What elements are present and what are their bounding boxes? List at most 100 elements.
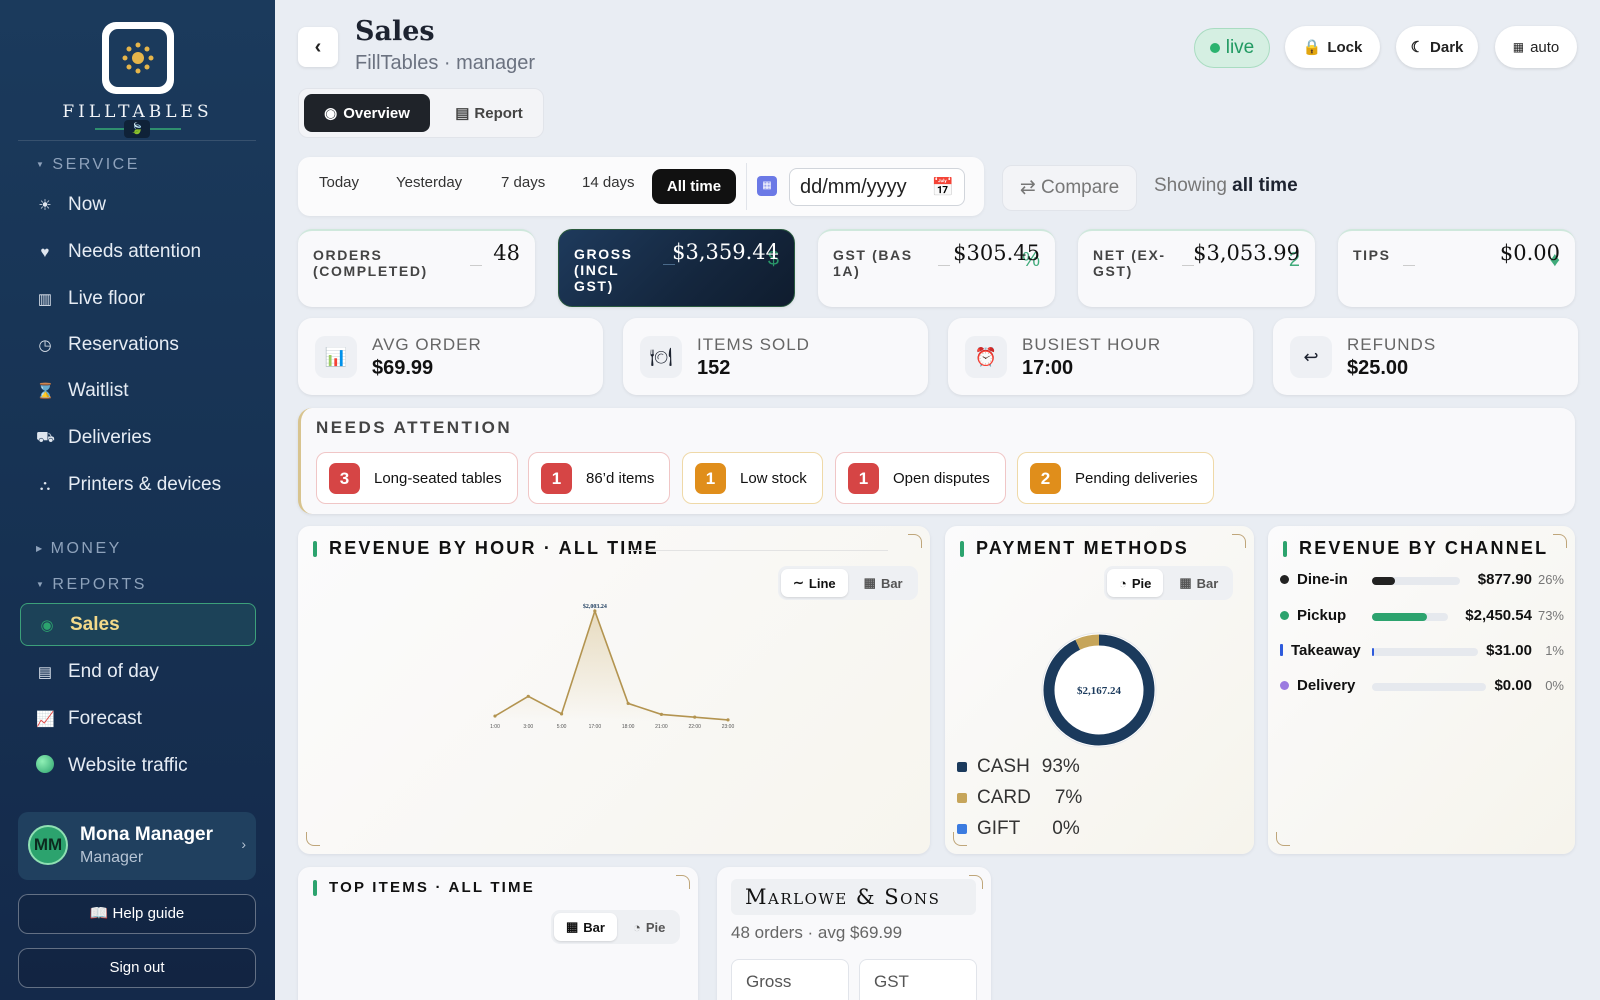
chip-count: 3	[329, 462, 360, 494]
merchant-gross-box: Gross	[731, 959, 849, 1000]
channel-dot	[1280, 611, 1289, 620]
app-logo[interactable]	[102, 22, 174, 94]
panel-title: REVENUE BY HOUR · ALL TIME	[313, 538, 659, 559]
toggle-bar[interactable]: ▦ Bar	[1167, 569, 1230, 597]
revenue-by-hour-panel: REVENUE BY HOUR · ALL TIME ∼ Line ▦ Bar 1:…	[298, 526, 930, 854]
revenue-area-fill	[495, 611, 728, 721]
legend-cash: CASH 93%	[957, 756, 1080, 778]
sidebar-item-sales[interactable]: ◉ Sales	[38, 610, 119, 640]
toggle-line[interactable]: ∼ Line	[781, 569, 848, 597]
chip-label: Open disputes	[893, 469, 990, 487]
corner-ornament	[1553, 534, 1567, 548]
sidebar-item-reservations[interactable]: ◷ Reservations	[36, 330, 179, 360]
sidebar-item-forecast[interactable]: 📈 Forecast	[36, 704, 142, 734]
legend-pct: 93%	[1041, 756, 1080, 777]
sidebar-item-live-floor[interactable]: ▥ Live floor	[36, 284, 145, 314]
range-all-time[interactable]: All time	[652, 169, 736, 204]
sidebar-item-label: Printers & devices	[68, 474, 222, 495]
toggle-pie[interactable]: ◔ Pie	[621, 913, 677, 941]
sign-out-button[interactable]: Sign out	[18, 948, 256, 988]
attention-chip-open-disputes[interactable]: 1 Open disputes	[835, 452, 1006, 504]
plate-icon: 🍽	[640, 336, 682, 378]
page-subtitle: FillTables · manager	[355, 52, 536, 74]
stat-label: BUSIEST HOUR	[1022, 335, 1162, 354]
legend-pct: 0%	[1052, 818, 1080, 839]
donut-backdrop	[1041, 632, 1157, 748]
stat-value: $69.99	[372, 357, 434, 379]
channel-bar-track	[1372, 683, 1486, 691]
sidebar-item-website-traffic[interactable]: Website traffic	[36, 751, 188, 781]
date-placeholder: dd/mm/yyyy	[800, 176, 907, 198]
kpi-divider	[1182, 265, 1194, 266]
range-14-days[interactable]: 14 days	[582, 174, 635, 191]
channel-name: Delivery	[1297, 677, 1356, 694]
dark-mode-button[interactable]: ☾ Dark	[1396, 26, 1478, 68]
attention-chip-low-stock[interactable]: 1 Low stock	[682, 452, 823, 504]
auto-theme-button[interactable]: ▦ auto	[1495, 26, 1577, 68]
channel-pct: 1%	[1545, 643, 1564, 658]
section-reports[interactable]: ▼ REPORTS	[36, 576, 147, 594]
sidebar-item-waitlist[interactable]: ⌛ Waitlist	[36, 376, 129, 406]
sidebar-item-now[interactable]: ☀ Now	[36, 190, 106, 220]
compare-button[interactable]: ⇄ Compare	[1002, 165, 1137, 211]
sidebar-item-deliveries[interactable]: ⛟ Deliveries	[36, 423, 151, 453]
lock-button[interactable]: 🔒 Lock	[1285, 26, 1380, 68]
channel-amount: $0.00	[1494, 677, 1532, 694]
section-money[interactable]: ▶ MONEY	[36, 540, 122, 558]
kpi-label: GST (BAS 1A)	[833, 247, 913, 279]
attention-chip-long-seated[interactable]: 3 Long-seated tables	[316, 452, 518, 504]
moon-icon: ☾	[1410, 39, 1425, 56]
bar-icon: ▦	[863, 575, 876, 590]
sidebar-item-sales-highlight[interactable]	[20, 603, 256, 646]
channel-name: Pickup	[1297, 607, 1347, 624]
calendar-picker-icon[interactable]: 📅	[931, 177, 954, 197]
channel-amount: $877.90	[1477, 571, 1532, 588]
sidebar-item-label: Forecast	[68, 708, 142, 729]
top-items-panel: TOP ITEMS · ALL TIME ▦ Bar ◔ Pie	[298, 867, 698, 1000]
toggle-label: Bar	[1196, 575, 1219, 591]
globe-icon	[36, 755, 54, 777]
sidebar-item-label: Needs attention	[68, 241, 202, 262]
list-icon: ▤	[37, 664, 53, 681]
range-yesterday[interactable]: Yesterday	[396, 174, 463, 191]
sidebar-item-printers-devices[interactable]: ⛬ Printers & devices	[36, 470, 221, 500]
toggle-pie[interactable]: ◔ Pie	[1107, 569, 1164, 597]
section-service[interactable]: ▼ SERVICE	[36, 156, 140, 174]
channel-name: Dine-in	[1297, 571, 1348, 588]
kpi-label: NET (EX-GST)	[1093, 247, 1166, 279]
help-guide-button[interactable]: 📖 Help guide	[18, 894, 256, 934]
sidebar-item-needs-attention[interactable]: ♥ Needs attention	[36, 237, 202, 267]
sidebar-item-label: Deliveries	[68, 427, 152, 448]
toggle-bar[interactable]: ▦ Bar	[554, 913, 617, 941]
section-label: REPORTS	[52, 576, 147, 593]
date-input[interactable]: dd/mm/yyyy 📅	[789, 168, 965, 206]
page-title: Sales	[355, 16, 435, 47]
tab-overview[interactable]: ◉ Overview	[304, 94, 430, 132]
corner-ornament	[953, 832, 967, 846]
stat-label: REFUNDS	[1347, 335, 1437, 354]
caret-right-icon: ▶	[36, 544, 45, 553]
channel-pct: 26%	[1537, 572, 1564, 587]
range-7-days[interactable]: 7 days	[501, 174, 546, 191]
panel-title: PAYMENT METHODS	[960, 538, 1189, 559]
toggle-label: Pie	[1131, 575, 1152, 591]
back-button[interactable]: ‹	[298, 27, 338, 67]
attention-chip-86d-items[interactable]: 1 86’d items	[528, 452, 671, 504]
needs-attention-panel: NEEDS ATTENTION 3 Long-seated tables 1 86’…	[298, 408, 1575, 514]
kpi-gross: GROSS (INCL GST) $ $3,359.44	[558, 229, 795, 307]
range-divider	[746, 163, 747, 210]
stat-label: AVG ORDER	[372, 335, 482, 354]
caret-down-icon: ▼	[36, 160, 47, 169]
attention-chip-pending-deliveries[interactable]: 2 Pending deliveries	[1017, 452, 1214, 504]
range-today[interactable]: Today	[319, 174, 360, 191]
user-card[interactable]: MM Mona Manager Manager ›	[18, 812, 256, 880]
x-tick-label: 17:00	[589, 724, 602, 730]
tab-report[interactable]: ▤ Report	[449, 94, 529, 132]
sidebar-item-end-of-day[interactable]: ▤ End of day	[36, 657, 159, 687]
toggle-bar[interactable]: ▦ Bar	[852, 569, 915, 597]
revenue-point	[659, 712, 664, 717]
stat-refunds: ↩ REFUNDS $25.00	[1273, 318, 1578, 395]
kpi-divider	[1403, 265, 1415, 266]
revenue-point	[626, 701, 630, 706]
sidebar-item-label: Reservations	[68, 334, 179, 355]
